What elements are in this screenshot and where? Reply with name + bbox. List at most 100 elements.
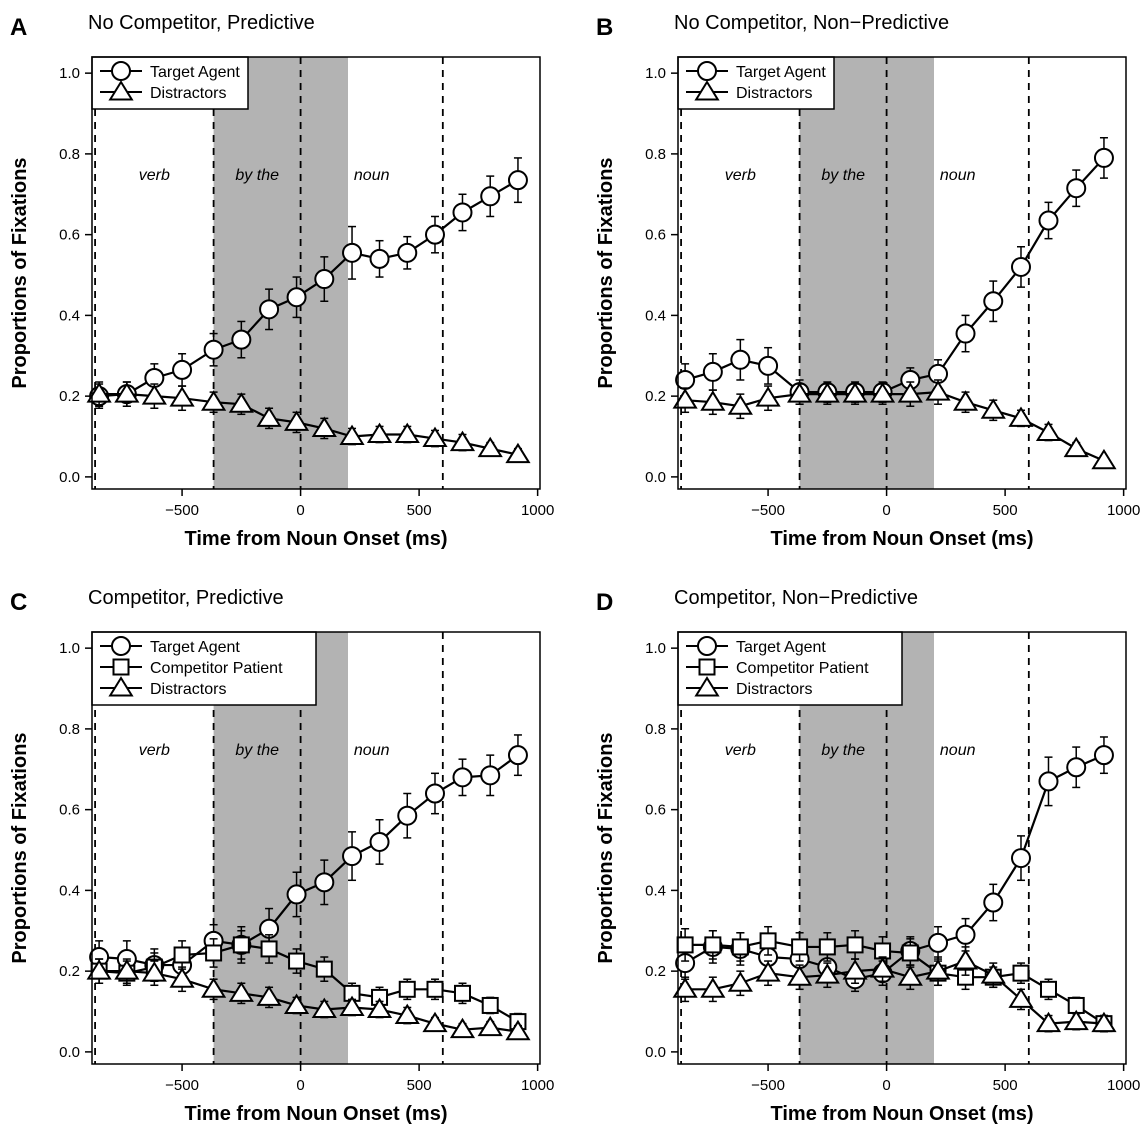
region-label-noun: noun [940,742,976,759]
y-tick-label: 0.6 [645,802,666,819]
legend: Target Agent Competitor Patient Distractor… [91,631,317,706]
panel-letter: D [596,589,613,616]
data-point [980,963,1006,984]
plot-frame [677,631,1127,1065]
data-point [232,936,250,954]
data-point [311,997,337,1018]
data-point [173,946,191,964]
legend-marker [694,80,720,101]
x-tick-label: 1000 [1107,502,1140,519]
x-tick-label: −500 [165,1077,199,1094]
legend-marker [112,658,130,676]
data-point [952,390,979,411]
region-label-verb: verb [139,167,170,184]
panel-title: Competitor, Predictive [88,587,284,609]
data-point [398,980,416,998]
data-point [758,355,779,376]
data-point [256,985,282,1006]
legend-marker [108,80,134,101]
data-point [422,426,448,448]
x-tick-label: 0 [882,502,890,519]
y-tick-label: 0.8 [59,721,80,738]
data-point [814,382,840,403]
data-point [676,936,694,954]
y-axis-label: Proportions of Fixations [9,732,31,963]
series-distractors [86,381,531,464]
data-point [369,831,390,852]
data-point [394,1003,420,1025]
data-point [449,1017,476,1039]
data-point [704,936,722,954]
data-point [925,959,951,980]
legend-label: Target Agent [736,64,826,81]
data-point [480,765,501,786]
x-tick-label: −500 [751,1077,785,1094]
data-point [983,892,1004,913]
data-point [314,872,335,893]
y-tick-label: 1.0 [59,65,80,82]
data-point [424,783,445,804]
x-tick-label: −500 [165,502,199,519]
data-point [1008,987,1034,1008]
data-point [1035,1011,1062,1033]
data-point [228,392,254,413]
y-tick-label: 0.6 [645,227,666,244]
data-point [169,967,195,988]
region-label-noun: noun [354,742,390,759]
data-point [114,382,140,403]
data-point [700,977,726,998]
data-point [1093,147,1114,168]
series-distractors [672,379,1117,470]
data-point [422,1011,448,1033]
data-point [869,382,896,403]
data-point [1091,448,1117,470]
plot-frame [677,56,1127,490]
panel-letter: B [596,14,613,41]
region-label-by-the: by the [235,742,279,759]
legend-label: Target Agent [150,639,240,656]
y-tick-label: 0.8 [59,146,80,163]
data-point [983,291,1004,312]
data-point [1093,745,1114,766]
data-point [1066,178,1087,199]
y-tick-label: 0.6 [59,802,80,819]
data-point [481,996,499,1014]
data-point [1012,964,1030,982]
data-point [727,394,753,415]
data-point [1035,420,1062,441]
x-tick-label: 500 [993,1077,1018,1094]
x-tick-label: −500 [751,502,785,519]
series-distractors [672,946,1117,1033]
legend-marker [694,676,720,697]
data-point [1008,406,1034,427]
data-point [1039,980,1057,998]
data-point [114,959,140,980]
panel-d: D Competitor, Non−Predictive verb by the nou… [595,587,1140,1124]
data-point [897,382,923,403]
plot-frame [91,631,541,1065]
data-point [846,936,864,954]
y-tick-label: 0.4 [645,307,666,324]
panel-title: Competitor, Non−Predictive [674,587,918,609]
panel-letter: C [10,589,27,616]
legend: Target Agent Distractors [677,56,835,110]
x-tick-label: 0 [296,502,304,519]
y-tick-label: 0.4 [59,882,80,899]
data-point [952,949,979,970]
legend-label: Distractors [736,681,812,698]
data-point [288,952,306,970]
data-point [286,884,307,905]
data-point [507,170,528,191]
panel-title: No Competitor, Non−Predictive [674,12,949,34]
series-line [685,939,1105,1025]
panel-a: A No Competitor, Predictive verb by the noun… [9,12,554,550]
region-label-verb: verb [725,742,756,759]
y-tick-label: 1.0 [645,65,666,82]
data-point [842,382,868,403]
data-point [675,369,696,390]
y-tick-label: 0.4 [59,307,80,324]
x-tick-label: 500 [407,502,432,519]
data-point [369,248,390,269]
data-point [505,1019,531,1041]
y-tick-label: 0.0 [645,1044,666,1061]
